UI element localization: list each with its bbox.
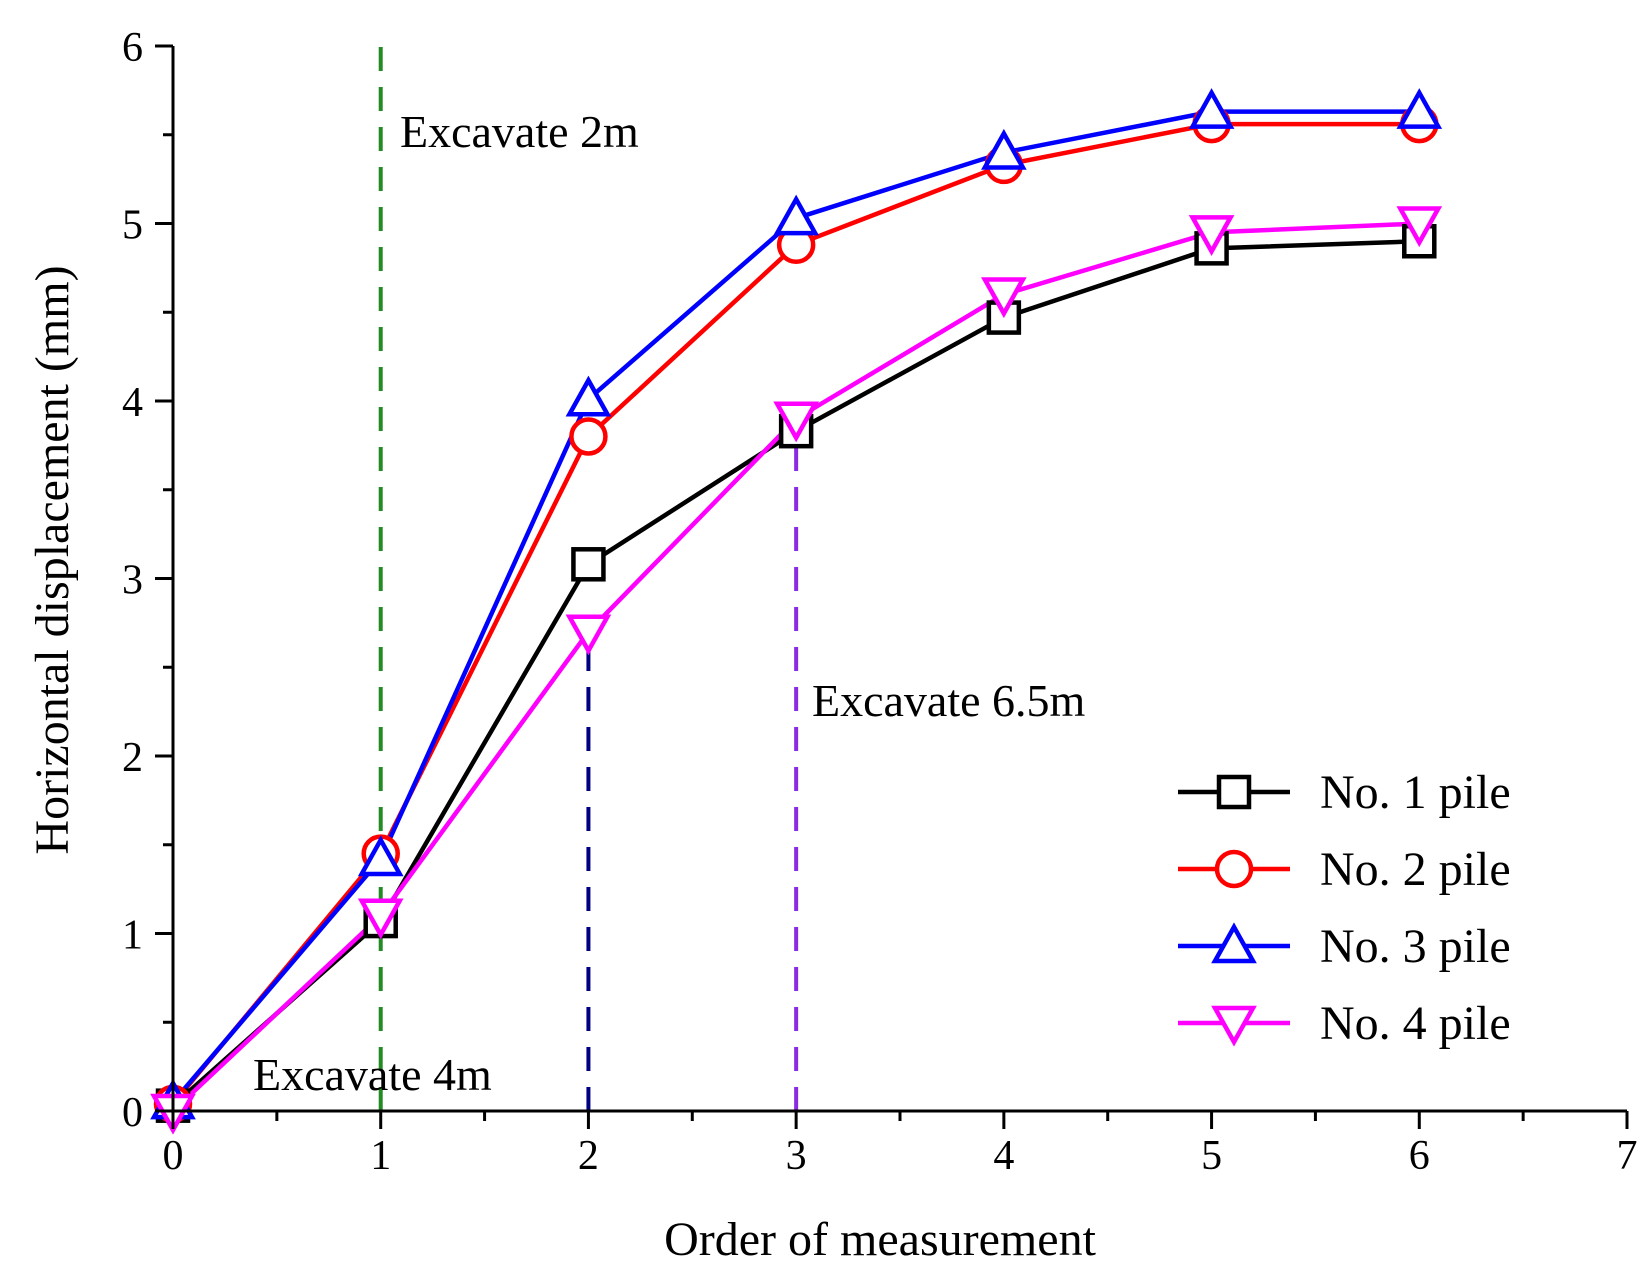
x-tick-label: 4 bbox=[993, 1133, 1014, 1179]
y-tick-label: 1 bbox=[122, 913, 143, 959]
series-4-point bbox=[1396, 206, 1443, 248]
annotation-label-3: Excavate 6.5m bbox=[812, 675, 1086, 726]
series-group bbox=[150, 88, 1443, 1135]
x-tick-label: 2 bbox=[578, 1133, 599, 1179]
series-4-point bbox=[773, 401, 819, 443]
y-tick-label: 5 bbox=[122, 203, 143, 249]
x-tick-label: 1 bbox=[370, 1133, 391, 1179]
series-3-point bbox=[357, 835, 404, 877]
legend-marker-4 bbox=[1211, 1005, 1257, 1047]
axes: 0 1 2 3 4 5 6 7 0 1 2 3 4 5 6 bbox=[122, 25, 1638, 1179]
series-4-point bbox=[357, 898, 404, 940]
y-tick-label: 4 bbox=[122, 380, 143, 426]
series-3-point bbox=[773, 194, 819, 236]
series-2-point bbox=[569, 417, 608, 456]
legend: No. 1 pile No. 2 pile No. 3 pile No. 4 pile bbox=[1178, 766, 1511, 1050]
legend-label-3: No. 3 pile bbox=[1320, 920, 1511, 973]
x-tick-label: 3 bbox=[786, 1133, 807, 1179]
series-4-point bbox=[981, 277, 1027, 319]
x-tick-label: 6 bbox=[1409, 1133, 1430, 1179]
legend-label-2: No. 2 pile bbox=[1320, 843, 1511, 896]
x-tick-label: 7 bbox=[1617, 1133, 1638, 1179]
y-tick-label: 6 bbox=[122, 25, 143, 71]
annotation-label-1: Excavate 2m bbox=[400, 106, 639, 157]
x-tick-label: 0 bbox=[163, 1133, 184, 1179]
legend-marker-3 bbox=[1211, 922, 1257, 964]
legend-marker-2 bbox=[1214, 849, 1254, 889]
series-3-point bbox=[1188, 88, 1235, 129]
y-tick-label: 2 bbox=[122, 735, 143, 781]
annotation-label-2: Excavate 4m bbox=[253, 1049, 492, 1100]
series-3-point bbox=[565, 375, 612, 417]
legend-label-1: No. 1 pile bbox=[1320, 766, 1511, 819]
series-3-point bbox=[1396, 88, 1443, 129]
legend-marker-1 bbox=[1216, 774, 1252, 810]
series-4-point bbox=[565, 614, 612, 656]
series-4-point bbox=[1188, 215, 1235, 256]
annotations: Excavate 2m Excavate 4m Excavate 6.5m bbox=[253, 106, 1086, 1100]
y-tick-label: 0 bbox=[122, 1090, 143, 1136]
x-tick-label: 5 bbox=[1201, 1133, 1222, 1179]
series-3-point bbox=[981, 128, 1027, 170]
legend-label-4: No. 4 pile bbox=[1320, 997, 1511, 1050]
y-axis-title: Horizontal displacement (mm) bbox=[26, 265, 79, 854]
y-tick-label: 3 bbox=[122, 558, 143, 604]
x-axis-title: Order of measurement bbox=[664, 1213, 1096, 1266]
series-1-point bbox=[571, 547, 606, 582]
